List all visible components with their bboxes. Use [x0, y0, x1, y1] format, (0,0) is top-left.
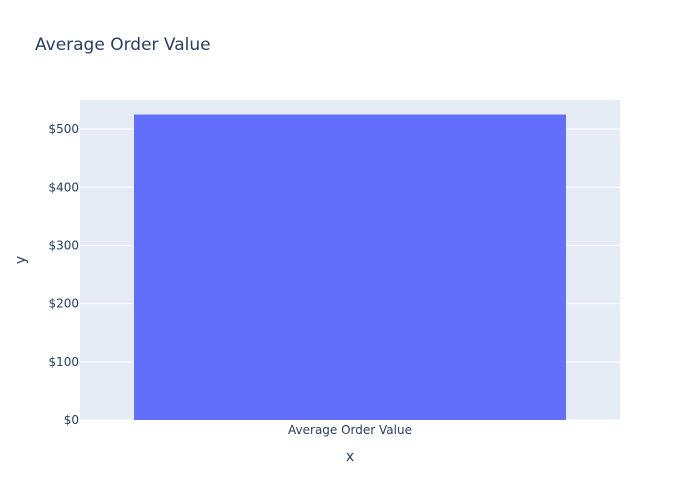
- bars: [134, 114, 566, 420]
- y-tick-label: $300: [48, 238, 79, 252]
- x-tick-labels: Average Order Value: [288, 423, 412, 437]
- bar[interactable]: [134, 114, 566, 420]
- y-tick-label: $500: [48, 122, 79, 136]
- y-tick-label: $100: [48, 355, 79, 369]
- x-axis-title: x: [346, 449, 354, 465]
- y-tick-label: $0: [64, 413, 79, 427]
- y-tick-label: $200: [48, 297, 79, 311]
- chart-title: Average Order Value: [35, 35, 211, 55]
- y-tick-label: $400: [48, 180, 79, 194]
- y-tick-labels: $0 $100 $200 $300 $400 $500: [48, 122, 79, 427]
- y-axis-title: y: [13, 256, 29, 264]
- x-tick-label: Average Order Value: [288, 423, 412, 437]
